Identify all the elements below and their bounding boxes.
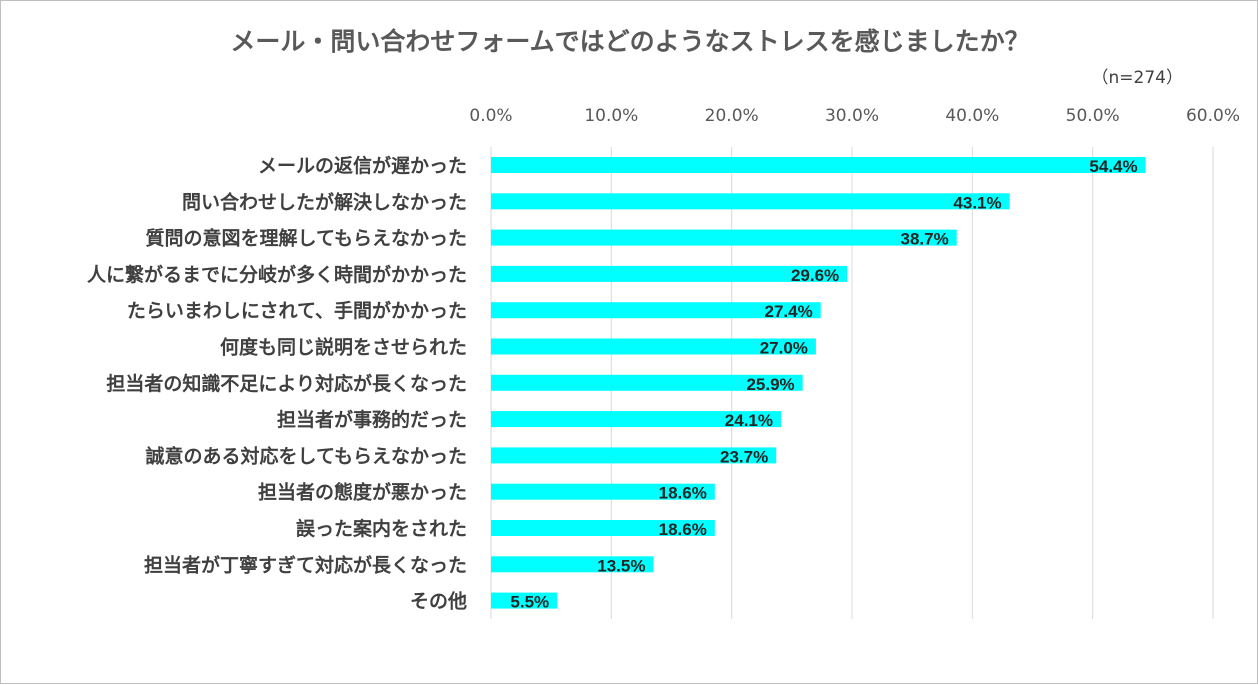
bar xyxy=(491,193,1010,210)
category-label: 担当者が丁寧すぎて対応が長くなった xyxy=(144,553,467,576)
data-label: 54.4% xyxy=(1089,157,1137,176)
category-label: 誤った案内をされた xyxy=(296,517,467,540)
category-label: 問い合わせしたが解決しなかった xyxy=(182,190,467,213)
x-tick-label: 0.0% xyxy=(469,106,512,126)
data-label: 23.7% xyxy=(720,447,768,466)
bar xyxy=(491,447,777,464)
category-label: 誠意のある対応をしてもらえなかった xyxy=(146,444,467,467)
chart-title: メール・問い合わせフォームではどのようなストレスを感じましたか？ xyxy=(230,27,1029,56)
bar xyxy=(491,520,715,536)
x-tick-label: 10.0% xyxy=(584,106,638,126)
data-label: 27.4% xyxy=(765,302,813,321)
x-tick-label: 40.0% xyxy=(945,106,999,126)
data-label: 43.1% xyxy=(953,193,1001,212)
bar xyxy=(491,374,803,391)
data-label: 13.5% xyxy=(597,556,645,575)
x-tick-label: 20.0% xyxy=(705,106,759,126)
data-label: 25.9% xyxy=(746,375,794,394)
category-label: その他 xyxy=(410,590,467,613)
data-label: 29.6% xyxy=(791,266,839,285)
bar xyxy=(491,302,821,319)
bar xyxy=(491,556,654,573)
data-label: 27.0% xyxy=(760,339,808,358)
bar xyxy=(491,229,957,246)
category-label: 質問の意図を理解してもらえなかった xyxy=(146,227,467,250)
x-tick-label: 50.0% xyxy=(1066,106,1120,126)
sample-size-label: （n=274） xyxy=(1092,68,1183,88)
bar xyxy=(491,265,848,282)
bar xyxy=(491,592,558,609)
category-label: 担当者が事務的だった xyxy=(277,408,467,431)
x-tick-label: 30.0% xyxy=(825,106,879,126)
bar-layer xyxy=(491,157,1146,609)
bar xyxy=(491,157,1146,173)
bar xyxy=(491,338,816,355)
data-label: 18.6% xyxy=(659,520,707,539)
category-label: 何度も同じ説明をさせられた xyxy=(220,336,467,359)
category-label: メールの返信が遅かった xyxy=(258,154,467,177)
category-label: 担当者の態度が悪かった xyxy=(258,481,467,504)
bar xyxy=(491,483,715,500)
category-label: 人に繋がるまでに分岐が多く時間がかかった xyxy=(87,263,467,286)
bar xyxy=(491,411,782,428)
data-label: 18.6% xyxy=(659,484,707,503)
data-label: 5.5% xyxy=(510,593,549,612)
data-label: 38.7% xyxy=(900,230,948,249)
x-tick-label: 60.0% xyxy=(1186,106,1240,126)
category-label: たらいまわしにされて、手間がかかった xyxy=(127,299,467,322)
data-label: 24.1% xyxy=(725,411,773,430)
label-layer: メールの返信が遅かった 54.4% 問い合わせしたが解決しなかった 43.1% 質問の意… xyxy=(87,154,1138,613)
category-label: 担当者の知識不足により対応が長くなった xyxy=(106,372,467,395)
grid-layer: 0.0% 10.0% 20.0% 30.0% 40.0% 50.0% 60.0% xyxy=(469,106,1240,619)
